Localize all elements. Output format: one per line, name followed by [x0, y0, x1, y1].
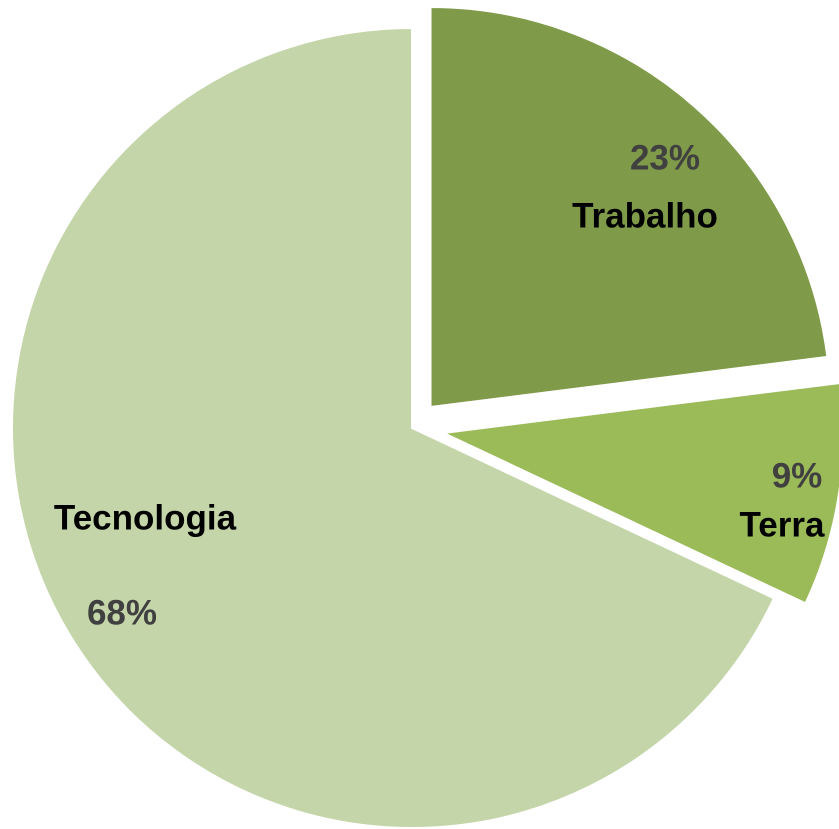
category-label: Tecnologia — [54, 498, 237, 537]
category-label: Trabalho — [572, 196, 718, 235]
pie-slice — [11, 26, 776, 829]
value-label: 68% — [87, 593, 157, 632]
value-label: 9% — [772, 456, 823, 495]
pie-slice — [429, 5, 829, 409]
value-label: 23% — [630, 138, 700, 177]
category-label: Terra — [740, 505, 825, 544]
